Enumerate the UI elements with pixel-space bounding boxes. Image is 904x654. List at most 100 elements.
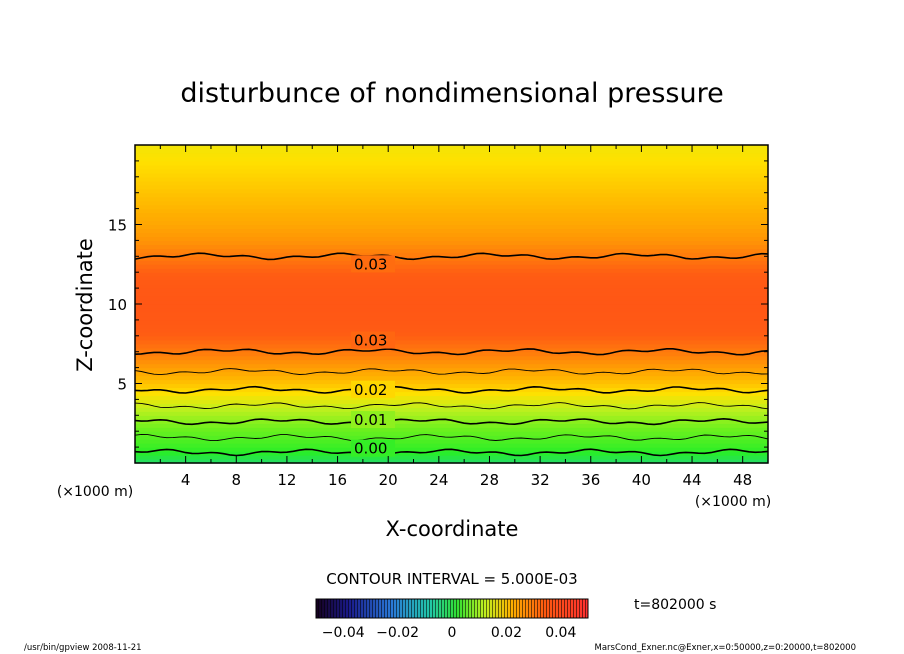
contour-label-bg [351, 331, 396, 349]
field-band [135, 459, 768, 464]
field-band [135, 355, 768, 361]
field-band [135, 232, 768, 238]
field-band [135, 248, 768, 253]
footer-right: MarsCond_Exner.nc@Exner,x=0:50000,z=0:20… [594, 643, 856, 653]
field-band [135, 375, 768, 381]
colorbar-stripes [316, 599, 588, 618]
field-band [135, 164, 768, 170]
field-band [135, 300, 768, 305]
field-band [135, 331, 768, 337]
field-band [135, 323, 768, 329]
field-band [135, 156, 768, 162]
field-band [135, 407, 768, 412]
time-label: t=802000 s [634, 597, 716, 613]
field-band [135, 176, 768, 182]
field-band [135, 224, 768, 230]
footer-left: /usr/bin/gpview 2008-11-21 [24, 643, 142, 653]
contour-label-bg [351, 439, 396, 457]
field-band [135, 419, 768, 424]
x-axis-unit-left: (×1000 m) [57, 484, 133, 500]
field-band [135, 228, 768, 234]
field-band [135, 148, 768, 154]
x-tick-label: 48 [733, 471, 752, 489]
field-band [135, 152, 768, 158]
field-band [135, 204, 768, 210]
field-band [135, 335, 768, 341]
field-band [135, 180, 768, 186]
colorbar-tick-label: −0.04 [322, 625, 365, 641]
field-band [135, 427, 768, 432]
colorbar-tick-label: 0.02 [491, 625, 522, 641]
contour-line [134, 417, 769, 426]
field-band [135, 268, 768, 273]
field-band [135, 184, 768, 190]
field-band [135, 451, 768, 456]
field-band [135, 399, 768, 404]
field-band [135, 284, 768, 289]
x-tick-label: 28 [480, 471, 499, 489]
x-tick-label: 20 [379, 471, 398, 489]
field-band [135, 431, 768, 436]
field-band [135, 172, 768, 178]
field-band [135, 395, 768, 400]
field-band [135, 288, 768, 293]
field-band [135, 276, 768, 281]
colorbar-tick-label: −0.02 [376, 625, 419, 641]
field-band [135, 443, 768, 448]
contour-label: 0.03 [354, 255, 387, 273]
field-band [135, 383, 768, 389]
plot-area: 0.030.030.020.010.00 4 8 12 16 20 24 28 32 36 40 4… [108, 144, 769, 489]
field-band [135, 168, 768, 174]
field-band [135, 240, 768, 245]
field-band [135, 188, 768, 194]
x-tick-label: 36 [581, 471, 600, 489]
field-band [135, 244, 768, 249]
field-band [135, 272, 768, 277]
contour-label: 0.03 [354, 332, 387, 350]
contour-label-bg [351, 411, 396, 429]
field-band [135, 387, 768, 393]
field-band [135, 260, 768, 265]
field-band [135, 208, 768, 214]
x-tick-label: 8 [232, 471, 242, 489]
x-axis-label: X-coordinate [386, 517, 519, 541]
x-tick-label: 12 [277, 471, 296, 489]
contour-label-bg [351, 255, 396, 273]
x-tick-label: 32 [531, 471, 550, 489]
chart-title: disturbunce of nondimensional pressure [180, 78, 723, 109]
field-band [135, 327, 768, 333]
x-tick-label: 16 [328, 471, 347, 489]
field-band [135, 439, 768, 444]
field-band [135, 212, 768, 218]
field-band [135, 252, 768, 257]
field-band [135, 296, 768, 301]
field-band [135, 391, 768, 397]
field-band [135, 319, 768, 325]
colorbar-tick-label: 0 [448, 625, 457, 641]
contour-label-bg [351, 380, 396, 398]
colorbar-tick-label: 0.04 [545, 625, 576, 641]
contour-label: 0.00 [354, 440, 387, 458]
field-band [135, 216, 768, 222]
y-tick-label: 5 [117, 376, 127, 394]
field-band [135, 196, 768, 202]
contour-line [134, 402, 769, 410]
contour-line [134, 348, 769, 356]
colorbar: −0.04 −0.02 0 0.02 0.04 [315, 598, 589, 641]
y-axis-label: Z-coordinate [73, 238, 97, 372]
field-band [135, 411, 768, 416]
field-band [135, 455, 768, 460]
field-band [135, 379, 768, 385]
field-band [135, 359, 768, 365]
field-band [135, 367, 768, 373]
field-band [135, 192, 768, 198]
contour-interval-text: CONTOUR INTERVAL = 5.000E-03 [326, 570, 577, 588]
colorbar-frame [315, 598, 589, 619]
field-band [135, 145, 768, 150]
field-band [135, 256, 768, 261]
field-band [135, 304, 768, 309]
field-band [135, 415, 768, 420]
field-band [135, 339, 768, 345]
field-band [135, 371, 768, 377]
